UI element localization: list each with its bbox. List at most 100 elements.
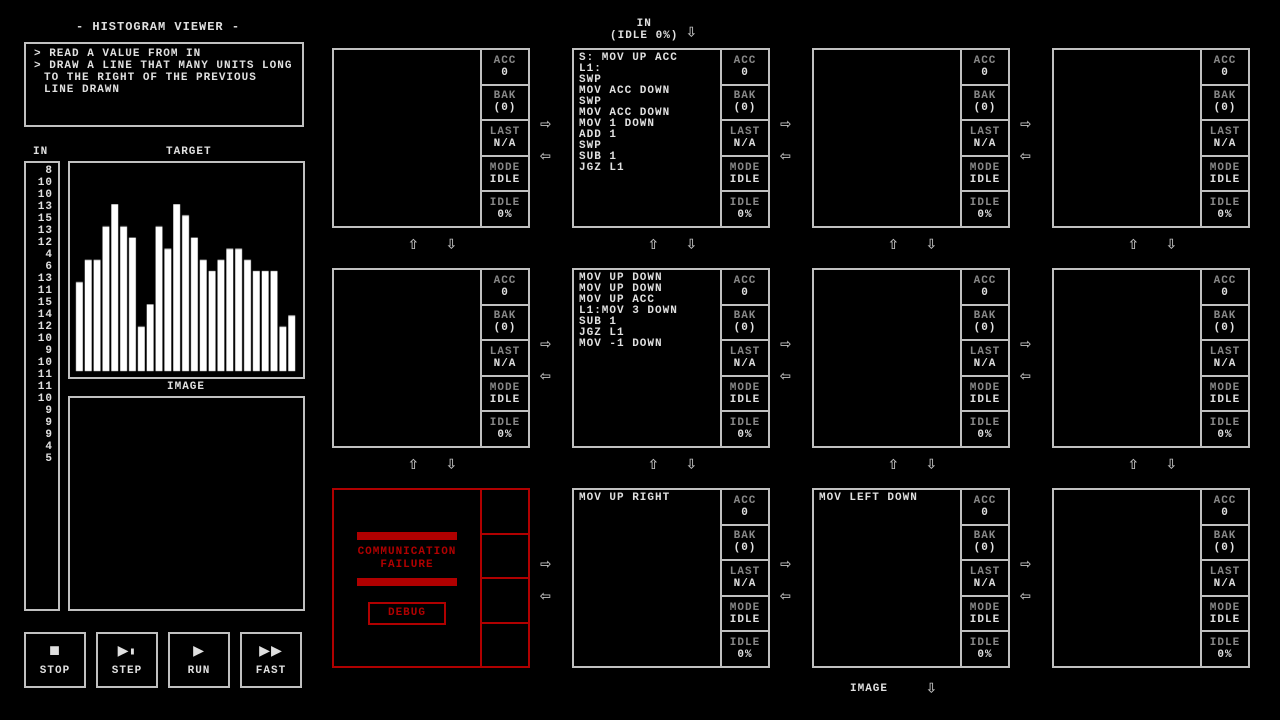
arrow-right-icon: ⇨ bbox=[780, 556, 792, 574]
node: ACC0BAK(0)LASTN/AMODEIDLEIDLE0% bbox=[332, 268, 530, 448]
code-editor[interactable] bbox=[332, 268, 482, 448]
arrow-left-icon: ⇦ bbox=[1020, 148, 1032, 166]
arrow-right-icon: ⇨ bbox=[780, 336, 792, 354]
stop-button[interactable]: ■ STOP bbox=[24, 632, 86, 688]
step-icon: ▶▮ bbox=[118, 643, 137, 661]
target-label: TARGET bbox=[166, 146, 212, 158]
io-in-status: (IDLE 0%) bbox=[610, 30, 678, 42]
arrow-down-icon: ⇩ bbox=[926, 680, 938, 698]
in-value: 10 bbox=[31, 333, 53, 345]
in-value: 13 bbox=[31, 273, 53, 285]
node: ACC0BAK(0)LASTN/AMODEIDLEIDLE0% bbox=[1052, 268, 1250, 448]
register-acc: ACC0 bbox=[722, 268, 770, 306]
desc-line: > DRAW A LINE THAT MANY UNITS LONG TO TH… bbox=[34, 60, 294, 96]
register-mode: MODEIDLE bbox=[1202, 597, 1250, 633]
arrow-up-icon: ⇧ bbox=[1128, 456, 1140, 474]
code-editor[interactable]: MOV UP DOWN MOV UP DOWN MOV UP ACC L1:MO… bbox=[572, 268, 722, 448]
register-bak: BAK(0) bbox=[962, 526, 1010, 562]
run-label: RUN bbox=[188, 665, 211, 677]
in-value: 4 bbox=[31, 249, 53, 261]
arrow-down-icon: ⇩ bbox=[926, 456, 938, 474]
register-last: LASTN/A bbox=[722, 341, 770, 377]
register-acc: ACC0 bbox=[482, 268, 530, 306]
arrow-right-icon: ⇨ bbox=[540, 116, 552, 134]
fast-label: FAST bbox=[256, 665, 286, 677]
register-bak: BAK(0) bbox=[722, 306, 770, 342]
arrow-down-icon: ⇩ bbox=[1166, 456, 1178, 474]
arrow-right-icon: ⇨ bbox=[1020, 336, 1032, 354]
run-button[interactable]: ▶ RUN bbox=[168, 632, 230, 688]
failure-message: COMMUNICATIONFAILURE bbox=[358, 546, 457, 572]
register-last: LASTN/A bbox=[722, 561, 770, 597]
code-editor[interactable] bbox=[1052, 268, 1202, 448]
arrow-right-icon: ⇨ bbox=[1020, 116, 1032, 134]
arrow-right-icon: ⇨ bbox=[540, 336, 552, 354]
fast-button[interactable]: ▶▶ FAST bbox=[240, 632, 302, 688]
in-value: 10 bbox=[31, 177, 53, 189]
node: MOV UP RIGHTACC0BAK(0)LASTN/AMODEIDLEIDL… bbox=[572, 488, 770, 668]
arrow-up-icon: ⇧ bbox=[648, 456, 660, 474]
node: COMMUNICATIONFAILURE DEBUG bbox=[332, 488, 530, 668]
debug-button[interactable]: DEBUG bbox=[368, 602, 446, 625]
register-column: ACC0BAK(0)LASTN/AMODEIDLEIDLE0% bbox=[962, 488, 1010, 668]
arrow-up-icon: ⇧ bbox=[1128, 236, 1140, 254]
register-idle: IDLE0% bbox=[482, 412, 530, 448]
code-editor[interactable] bbox=[1052, 488, 1202, 668]
image-output-canvas bbox=[68, 396, 305, 611]
code-editor[interactable]: MOV LEFT DOWN bbox=[812, 488, 962, 668]
register-column: ACC0BAK(0)LASTN/AMODEIDLEIDLE0% bbox=[482, 268, 530, 448]
register-bak: BAK(0) bbox=[482, 306, 530, 342]
register-column: ACC0BAK(0)LASTN/AMODEIDLEIDLE0% bbox=[1202, 268, 1250, 448]
node: ACC0BAK(0)LASTN/AMODEIDLEIDLE0% bbox=[332, 48, 530, 228]
node: ACC0BAK(0)LASTN/AMODEIDLEIDLE0% bbox=[1052, 488, 1250, 668]
arrow-down-icon: ⇩ bbox=[686, 24, 698, 42]
register-acc: ACC0 bbox=[962, 488, 1010, 526]
register-idle: IDLE0% bbox=[722, 632, 770, 668]
register-column bbox=[482, 488, 530, 668]
arrow-down-icon: ⇩ bbox=[446, 456, 458, 474]
register-last: LASTN/A bbox=[722, 121, 770, 157]
desc-line: > READ A VALUE FROM IN bbox=[34, 48, 294, 60]
register-column: ACC0BAK(0)LASTN/AMODEIDLEIDLE0% bbox=[722, 488, 770, 668]
register-idle: IDLE0% bbox=[722, 412, 770, 448]
register-mode: MODEIDLE bbox=[722, 597, 770, 633]
arrow-right-icon: ⇨ bbox=[780, 116, 792, 134]
run-icon: ▶ bbox=[193, 643, 205, 661]
node: MOV UP DOWN MOV UP DOWN MOV UP ACC L1:MO… bbox=[572, 268, 770, 448]
register-idle: IDLE0% bbox=[722, 192, 770, 228]
register-acc: ACC0 bbox=[962, 48, 1010, 86]
register-mode: MODEIDLE bbox=[962, 157, 1010, 193]
step-label: STEP bbox=[112, 665, 142, 677]
register-idle: IDLE0% bbox=[962, 412, 1010, 448]
arrow-up-icon: ⇧ bbox=[648, 236, 660, 254]
failure-reg-empty bbox=[482, 624, 530, 669]
code-editor[interactable] bbox=[332, 48, 482, 228]
control-button-row: ■ STOP ▶▮ STEP ▶ RUN ▶▶ FAST bbox=[24, 632, 302, 688]
register-bak: BAK(0) bbox=[722, 86, 770, 122]
register-acc: ACC0 bbox=[482, 48, 530, 86]
arrow-down-icon: ⇩ bbox=[926, 236, 938, 254]
code-editor[interactable]: MOV UP RIGHT bbox=[572, 488, 722, 668]
arrow-down-icon: ⇩ bbox=[446, 236, 458, 254]
step-button[interactable]: ▶▮ STEP bbox=[96, 632, 158, 688]
code-editor[interactable] bbox=[1052, 48, 1202, 228]
code-editor[interactable] bbox=[812, 268, 962, 448]
register-idle: IDLE0% bbox=[1202, 632, 1250, 668]
register-bak: BAK(0) bbox=[1202, 306, 1250, 342]
io-in-name: IN bbox=[610, 18, 678, 30]
arrow-down-icon: ⇩ bbox=[1166, 236, 1178, 254]
register-idle: IDLE0% bbox=[962, 632, 1010, 668]
io-image-bottom: IMAGE bbox=[850, 683, 888, 695]
in-value: 4 bbox=[31, 441, 53, 453]
in-column-label: IN bbox=[33, 146, 48, 158]
in-value: 12 bbox=[31, 237, 53, 249]
register-acc: ACC0 bbox=[1202, 268, 1250, 306]
in-value: 9 bbox=[31, 405, 53, 417]
in-value: 9 bbox=[31, 345, 53, 357]
failure-bar bbox=[357, 532, 457, 540]
code-editor[interactable] bbox=[812, 48, 962, 228]
register-bak: BAK(0) bbox=[962, 306, 1010, 342]
failure-bar bbox=[357, 578, 457, 586]
code-editor[interactable]: S: MOV UP ACC L1: SWP MOV ACC DOWN SWP M… bbox=[572, 48, 722, 228]
register-mode: MODEIDLE bbox=[962, 597, 1010, 633]
